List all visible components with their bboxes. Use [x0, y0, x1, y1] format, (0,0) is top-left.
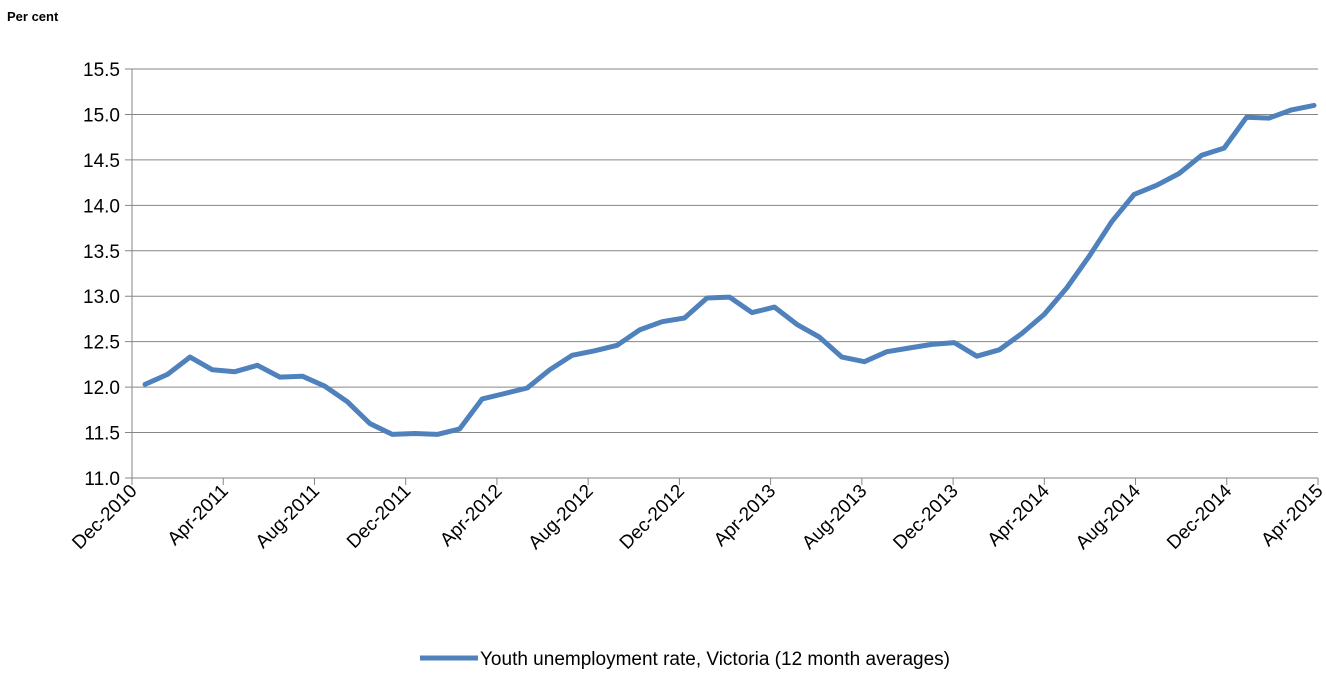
y-tick-label: 14.5 — [83, 151, 120, 172]
x-tick-labels: Dec-2010 Apr-2011 Aug-2011 Dec-2011 Apr-2012… — [68, 480, 1326, 553]
series-group — [142, 102, 1317, 437]
y-tick-label: 12.5 — [83, 333, 120, 354]
x-tick-label: Aug-2014 — [1072, 480, 1145, 553]
y-tick-label: 11.0 — [84, 469, 120, 490]
x-tick-label: Aug-2011 — [252, 481, 324, 553]
y-tick-label: 15.0 — [83, 105, 120, 126]
legend-label: Youth unemployment rate, Victoria (12 mo… — [480, 649, 950, 670]
x-tick-label: Apr-2014 — [984, 480, 1054, 550]
legend: Youth unemployment rate, Victoria (12 mo… — [420, 649, 950, 670]
x-tick-label: Apr-2015 — [1257, 481, 1326, 551]
y-tick-label: 12.0 — [83, 378, 120, 399]
x-tick-label: Aug-2012 — [525, 481, 598, 554]
gridlines — [125, 68, 1318, 479]
series-line — [142, 102, 1317, 437]
x-tick-label: Apr-2012 — [436, 481, 506, 551]
y-tick-label: 11.5 — [84, 424, 120, 445]
x-axis — [131, 478, 1319, 485]
x-tick-label: Apr-2011 — [164, 481, 233, 550]
x-tick-label: Dec-2010 — [68, 481, 141, 554]
y-tick-labels: 11.0 11.5 12.0 12.5 13.0 13.5 14.0 14.5 15.0 15.5 — [83, 60, 120, 490]
x-tick-label: Dec-2013 — [890, 481, 963, 554]
y-tick-label: 15.5 — [83, 60, 120, 81]
x-tick-label: Apr-2013 — [710, 481, 780, 551]
y-tick-label: 13.5 — [83, 242, 120, 263]
x-tick-label: Dec-2012 — [616, 481, 689, 554]
x-tick-label: Dec-2011 — [343, 481, 415, 553]
x-tick-label: Dec-2014 — [1163, 480, 1236, 553]
y-tick-label: 13.0 — [83, 287, 120, 308]
y-tick-label: 14.0 — [83, 196, 120, 217]
x-tick-label: Aug-2013 — [798, 481, 871, 554]
y-axis-label: Per cent — [7, 9, 59, 24]
